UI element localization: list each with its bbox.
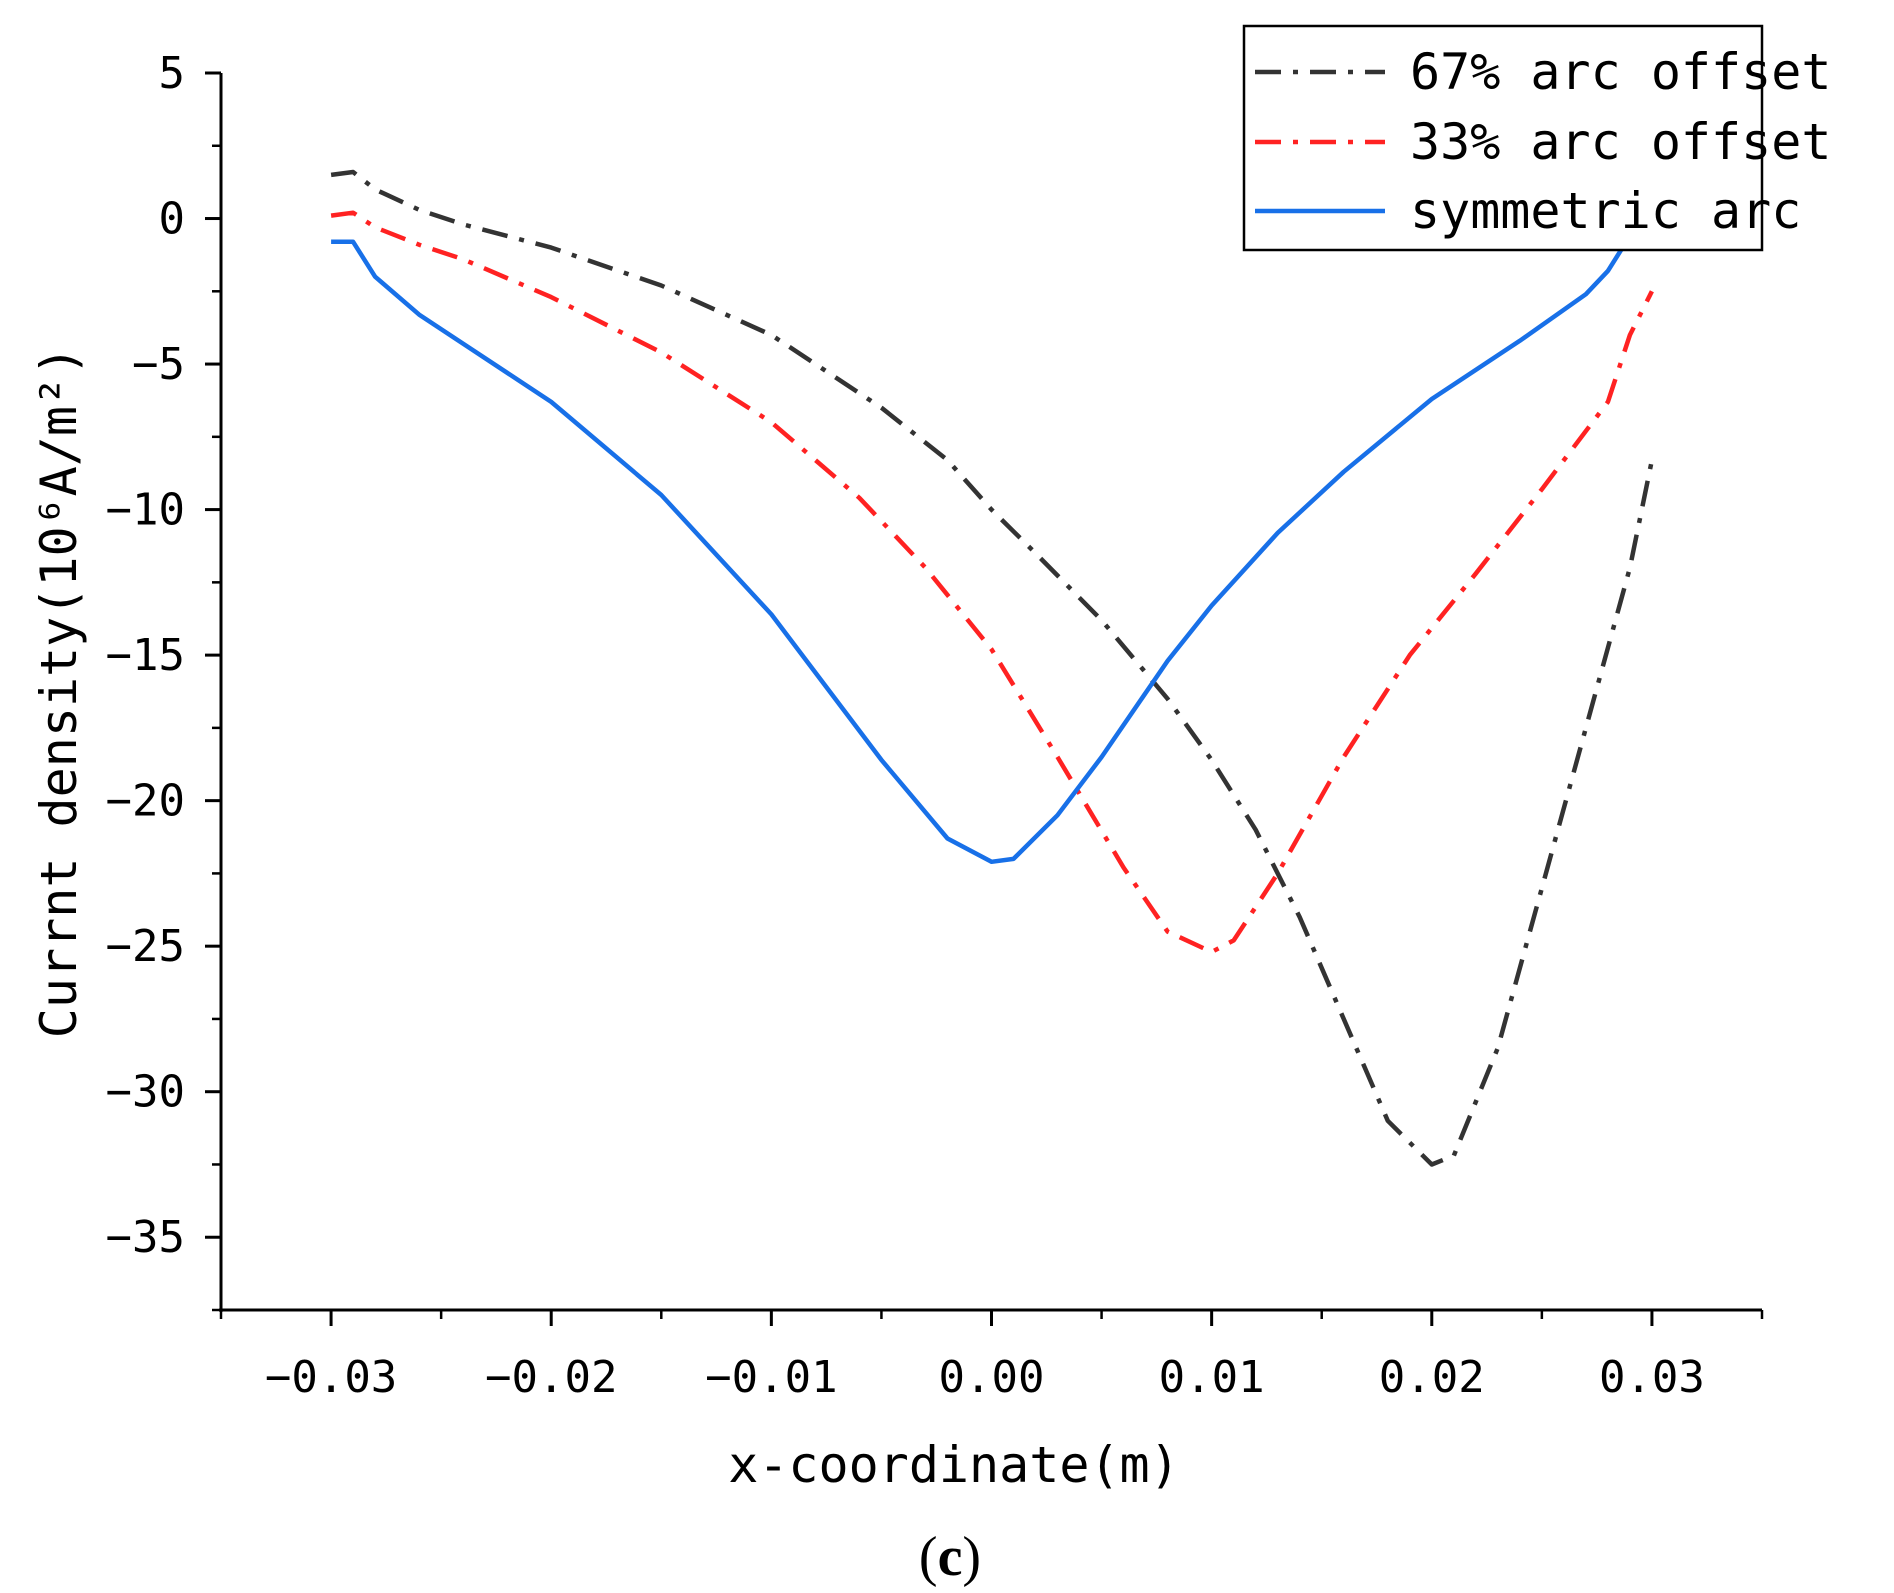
panel-label-letter: c [938, 1526, 963, 1588]
legend-label-3: symmetric arc [1410, 182, 1801, 240]
x-tick-label: 0.00 [939, 1352, 1045, 1403]
x-tick-label: −0.03 [265, 1352, 397, 1403]
x-axis-title: x-coordinate(m) [728, 1436, 1180, 1494]
y-tick-label: −30 [106, 1067, 185, 1118]
y-axis-title: Currnt density(10⁶A/m²) [30, 346, 88, 1038]
series-layer [330, 169, 1655, 1167]
series-line-1 [330, 169, 1655, 1167]
x-tick-label: 0.01 [1159, 1352, 1265, 1403]
x-tick-label: −0.02 [485, 1352, 617, 1403]
panel-label-close: ) [962, 1526, 981, 1588]
series-line-3 [331, 234, 1632, 865]
y-tick-labels: 5 0 −5 −10 −15 −20 −25 −30 −35 [106, 48, 185, 1263]
y-tick-label: −5 [132, 339, 185, 390]
y-tick-label: −15 [106, 630, 185, 681]
y-tick-label: −20 [106, 776, 185, 827]
y-tick-label: 5 [159, 48, 186, 99]
series-line-2 [330, 210, 1654, 955]
legend-entries: 67% arc offset 33% arc offset symmetric ar… [1255, 43, 1831, 240]
tick-marks [205, 71, 1764, 1326]
x-tick-label: 0.02 [1379, 1352, 1485, 1403]
panel-label: (c) [919, 1526, 981, 1588]
y-tick-label: −25 [106, 921, 185, 972]
x-tick-label: 0.03 [1599, 1352, 1705, 1403]
y-axis-title-text: Currnt density [30, 617, 88, 1038]
x-tick-labels: −0.03 −0.02 −0.01 0.00 0.01 0.02 0.03 [265, 1352, 1705, 1403]
panel-label-open: ( [919, 1526, 938, 1588]
y-tick-label: −35 [106, 1212, 185, 1263]
y-tick-label: 0 [159, 194, 186, 245]
y-axis-title-unit: (10⁶A/m²) [30, 346, 88, 617]
legend-label-1: 67% arc offset [1410, 43, 1831, 101]
x-tick-label: −0.01 [705, 1352, 837, 1403]
legend-label-2: 33% arc offset [1410, 113, 1831, 171]
y-tick-label: −10 [106, 485, 185, 536]
legend: 67% arc offset 33% arc offset symmetric ar… [1242, 24, 1831, 252]
